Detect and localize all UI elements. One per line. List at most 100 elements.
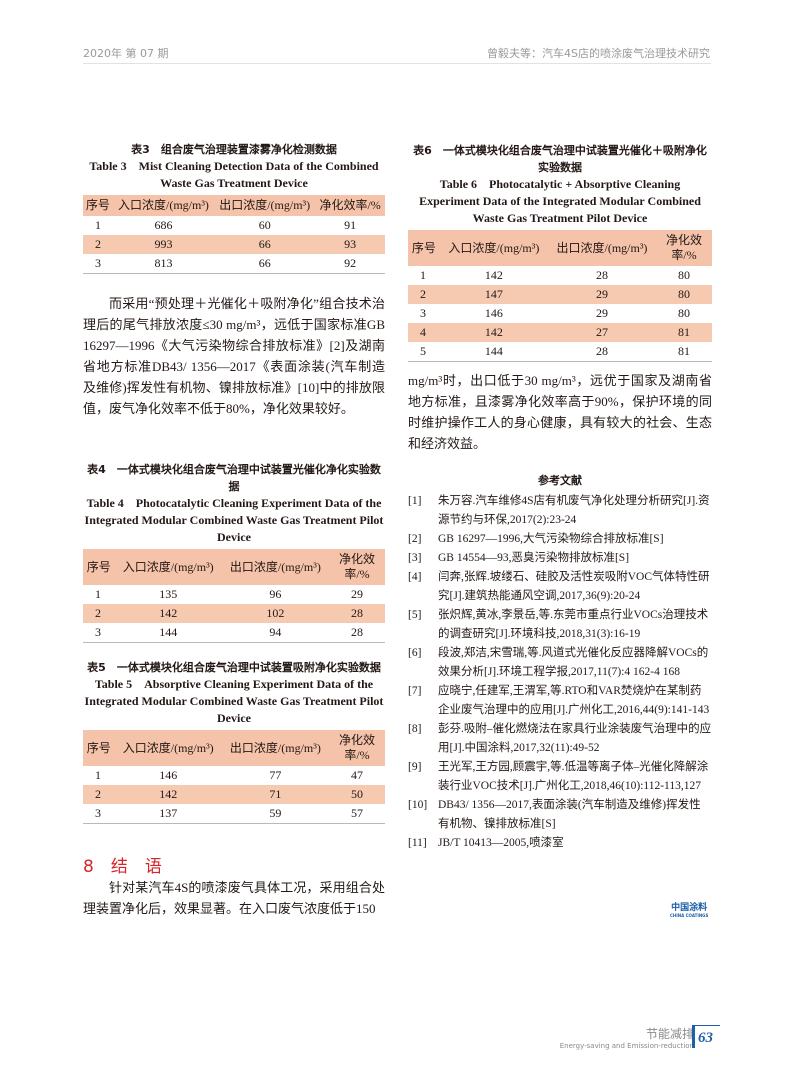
conclusion-section: 8 结 语 针对某汽车4S的喷漆废气具体工况，采用组合处理装置净化后，效果显著。… [83,852,385,919]
table-cell: 59 [221,804,329,824]
paragraph-2: mg/m³时，出口低于30 mg/m³，远优于国家及湖南省地方标准，且漆雾净化效… [408,373,712,451]
column-header: 净化效率/% [329,549,385,585]
references-heading: 参考文献 [538,474,582,487]
table-cell: 57 [329,804,385,824]
table-row: 1 135 96 29 [83,585,385,604]
table-cell: 4 [408,323,440,342]
reference-text: GB 16297—1996,大气污染物综合排放标准[S] [438,533,664,545]
table-cell: 102 [221,604,329,623]
table-cell: 80 [656,285,712,304]
data-table: 序号 入口浓度/(mg/m³) 出口浓度/(mg/m³) 净化效率/% 1 146 77 47… [83,730,385,824]
table-cell: 71 [221,785,329,804]
reference-text: 段波,郑洁,宋雪瑞,等.风道式光催化反应器降解VOCs的效果分析[J].环境工程… [438,647,709,678]
table-cell: 142 [114,785,222,804]
table-cell: 3 [420,306,426,320]
data-table: 序号 入口浓度/(mg/m³) 出口浓度/(mg/m³) 净化效率/% 1 686 60 91… [83,195,385,274]
table-cell: 3 [83,804,115,824]
footer-section: 节能减排 Energy-saving and Emission-reductio… [560,1025,694,1050]
table-cell: 66 [214,235,316,254]
table-title-en: Table 3 Mist Cleaning Detection Data of … [89,159,379,190]
table-cell: 29 [351,587,363,601]
table-cell: 2 [83,235,113,254]
table-title-cn: 表5 一体式模块化组合废气治理中试装置吸附净化实验数据 [87,661,381,674]
footer-section-en: Energy-saving and Emission-reduction [559,1042,694,1050]
table4: 表4 一体式模块化组合废气治理中试装置光催化净化实验数据 Table 4 Phot… [83,461,385,643]
reference-item: [6] 段波,郑洁,宋雪瑞,等.风道式光催化反应器降解VOCs的效果分析[J].环… [408,644,712,682]
table-row: 3 146 29 80 [408,304,712,323]
table-title-en: Table 4 Photocatalytic Cleaning Experime… [84,496,384,544]
reference-number: [7] [408,685,422,697]
page-number: 63 [692,1025,720,1048]
reference-item: [11] JB/T 10413—2005,喷漆室 [408,834,712,853]
table-cell: 142 [114,604,222,623]
reference-item: [5] 张炽辉,黄冰,李景岳,等.东莞市重点行业VOCs治理技术的调查研究[J].… [408,606,712,644]
table-row: 3 144 94 28 [83,623,385,643]
reference-number: [10] [408,799,428,811]
column-header: 序号 [408,230,440,266]
reference-text: 王光军,王方园,顾震宇,等.低温等离子体–光催化降解涂装行业VOC技术[J].广… [438,761,709,792]
table-cell: 144 [439,342,548,362]
section-heading: 8 结 语 [83,857,162,877]
table-cell: 993 [112,235,215,254]
reference-number: [2] [408,533,422,545]
table-cell: 93 [315,235,385,254]
table-cell: 3 [83,623,115,643]
reference-number: [5] [408,609,422,621]
table-cell: 28 [547,342,656,362]
column-header: 出口浓度/(mg/m³) [214,195,316,216]
table-row: 5 144 28 81 [408,342,712,362]
table-cell: 146 [159,768,178,782]
table-cell: 2 [83,604,115,623]
table-cell: 60 [258,218,271,232]
reference-text: 彭芬.吸附–催化燃烧法在家具行业涂装废气治理中的应用[J].中国涂料,2017,… [438,723,712,754]
table-row: 2 142 71 50 [83,785,385,804]
table-cell: 5 [408,342,440,362]
data-table: 序号 入口浓度/(mg/m³) 出口浓度/(mg/m³) 净化效率/% 1 135 96 29… [83,549,385,643]
reference-number: [4] [408,571,422,583]
table-cell: 146 [484,306,503,320]
table-cell: 81 [656,323,712,342]
column-header: 入口浓度/(mg/m³) [439,230,548,266]
logo-text-cn: 中国涂料 [671,903,708,913]
column-header: 净化效率/% [329,730,385,766]
table-title-cn: 表4 一体式模块化组合废气治理中试装置光催化净化实验数据 [87,463,381,493]
column-header: 出口浓度/(mg/m³) [547,230,656,266]
column-header: 净化效率/% [315,195,385,216]
references: 参考文献 [1] 朱万容.汽车维修4S店有机废气净化处理分析研究[J].资源节约与… [408,472,712,853]
table-row: 1 146 77 47 [83,766,385,785]
column-header: 序号 [83,195,113,216]
table-cell: 96 [269,587,282,601]
column-header: 序号 [83,549,115,585]
table-cell: 77 [269,768,282,782]
column-header: 序号 [83,730,115,766]
table-row: 1 686 60 91 [83,216,385,235]
table-cell: 686 [154,218,173,232]
table-cell: 1 [95,768,101,782]
column-header: 净化效率/% [656,230,712,266]
reference-number: [11] [408,837,427,849]
reference-text: 张炽辉,黄冰,李景岳,等.东莞市重点行业VOCs治理技术的调查研究[J].环境科… [438,609,709,640]
table-row: 2 142 102 28 [83,604,385,623]
table-title-cn: 表6 一体式模块化组合废气治理中试装置光催化＋吸附净化实验数据 [413,144,707,174]
reference-item: [7] 应晓宁,任建军,王渭军,等.RTO和VAR焚烧炉在某制药企业废气治理中的应… [408,682,712,720]
table-cell: 27 [547,323,656,342]
running-title: 曾毅夫等：汽车4S店的喷涂废气治理技术研究 [487,47,710,60]
table-cell: 28 [329,623,385,643]
table-row: 3 137 59 57 [83,804,385,824]
table-title-en: Table 5 Absorptive Cleaning Experiment D… [84,677,384,725]
reference-item: [4] 闫奔,张辉.坡缕石、硅胶及活性炭吸附VOC气体特性研究[J].建筑热能通风… [408,568,712,606]
reference-text: JB/T 10413—2005,喷漆室 [438,837,564,849]
data-table: 序号 入口浓度/(mg/m³) 出口浓度/(mg/m³) 净化效率/% 1 142 28 80… [408,230,712,362]
reference-number: [8] [408,723,422,735]
column-header: 出口浓度/(mg/m³) [221,549,329,585]
table-cell: 135 [159,587,178,601]
table-cell: 1 [95,587,101,601]
reference-text: 朱万容.汽车维修4S店有机废气净化处理分析研究[J].资源节约与环保,2017(… [438,495,710,526]
reference-text: 应晓宁,任建军,王渭军,等.RTO和VAR焚烧炉在某制药企业废气治理中的应用[J… [438,685,710,716]
table-cell: 28 [595,268,608,282]
reference-number: [1] [408,495,422,507]
table-cell: 3 [83,254,113,274]
table-cell: 142 [439,323,548,342]
table-cell: 2 [83,785,115,804]
